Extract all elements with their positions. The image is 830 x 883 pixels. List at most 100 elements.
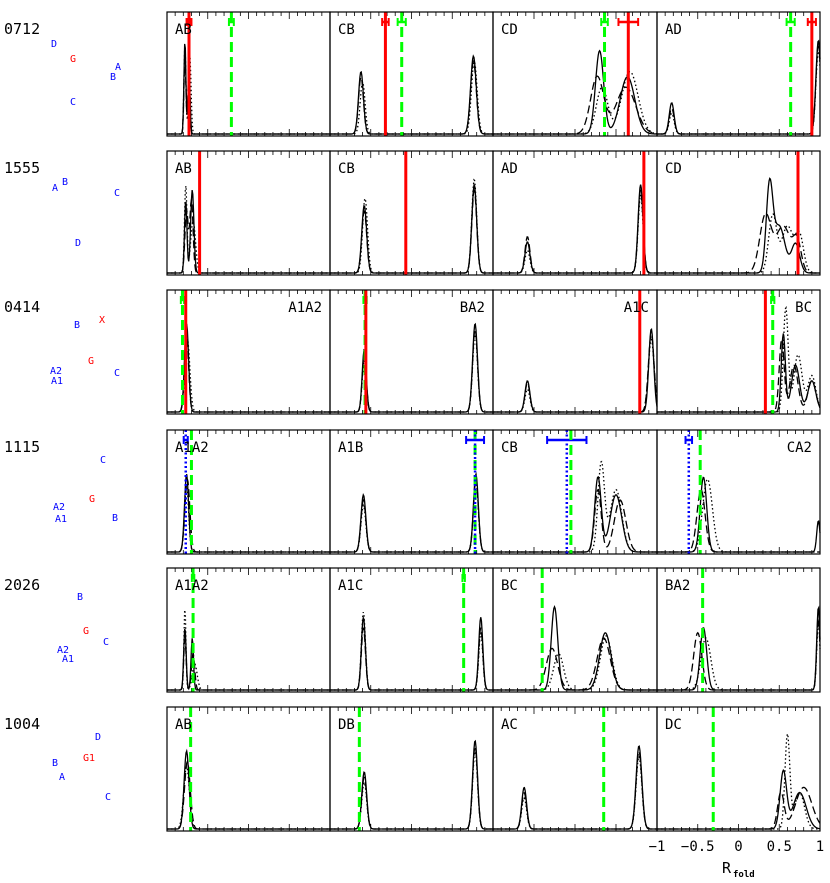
x-axis-label-subscript: fold: [733, 870, 755, 880]
curve-dashed: [167, 479, 330, 553]
curve-solid: [330, 739, 493, 830]
panel-2026-BA2: BA2: [656, 567, 821, 693]
image-label: A2: [53, 502, 65, 513]
curve-dotted: [657, 478, 820, 553]
panel-1555-AD: AD: [492, 150, 658, 276]
curve-dotted: [657, 621, 821, 691]
row-0712: 0712 D G AB C AB CB CD AD: [4, 11, 821, 137]
image-label: C: [103, 637, 109, 648]
image-label: G: [83, 626, 89, 637]
image-label: G: [70, 54, 76, 65]
image-label: A1: [55, 514, 67, 525]
panel-label: A1C: [624, 300, 649, 316]
curve-dashed: [493, 75, 658, 135]
x-tick-label: 1: [816, 839, 824, 855]
panel-label: A1A2: [175, 578, 209, 594]
lens-id-1115: 1115: [4, 438, 40, 456]
curve-dashed: [330, 744, 493, 830]
panel-label: A1C: [338, 578, 363, 594]
curve-solid: [493, 604, 657, 691]
panel-label: BA2: [665, 578, 690, 594]
curve-solid: [657, 768, 821, 830]
panel-frame: [656, 289, 821, 415]
curve-dotted: [330, 60, 493, 135]
image-label: G: [89, 494, 95, 505]
panel-1115-CB: CB: [492, 429, 658, 555]
panel-1115-A1B: A1B: [329, 429, 494, 555]
curve-solid: [657, 177, 820, 274]
panel-2026-A1C: A1C: [329, 567, 494, 693]
curve-solid: [330, 322, 493, 413]
curve-dashed: [330, 188, 493, 274]
panel-frame: [656, 11, 821, 137]
image-label: C: [70, 97, 76, 108]
curve-dotted: [493, 70, 658, 135]
lens-id-2026: 2026: [4, 576, 40, 594]
image-label: B: [77, 592, 83, 603]
curve-dashed: [657, 615, 821, 691]
image-label: B: [112, 513, 118, 524]
image-label: A2: [50, 366, 62, 377]
panel-label: AD: [665, 22, 682, 38]
curve-dotted: [167, 765, 330, 830]
panel-0414-BC: BC: [656, 289, 821, 415]
panel-2026-BC: BC: [492, 567, 658, 693]
panel-1115-A1A2: A1A2: [166, 429, 331, 555]
image-label: A2: [57, 645, 69, 656]
panel-1004-AC: AC: [492, 706, 658, 832]
panel-0712-AD: AD: [656, 11, 821, 137]
curve-dotted: [167, 48, 330, 135]
panel-0712-CD: CD: [492, 11, 658, 137]
image-label: B: [74, 320, 80, 331]
curve-solid: [493, 745, 657, 830]
panel-label: CA2: [787, 440, 812, 456]
curve-solid: [657, 39, 821, 135]
x-axis-label: R: [722, 859, 732, 877]
panel-label: AC: [501, 717, 518, 733]
image-label: G: [88, 356, 94, 367]
curve-dotted: [330, 612, 493, 691]
panel-label: CB: [501, 440, 518, 456]
panel-label: DC: [665, 717, 682, 733]
x-tick-label: −0.5: [681, 839, 715, 855]
image-label: A: [115, 62, 121, 73]
curve-dashed: [493, 333, 658, 413]
curve-dashed: [493, 189, 657, 274]
curve-dotted: [167, 484, 330, 553]
panel-label: AB: [175, 22, 192, 38]
panel-0414-A1C: A1C: [492, 289, 658, 415]
lens-id-0712: 0712: [4, 20, 40, 38]
image-label: C: [114, 188, 120, 199]
image-label: B: [62, 177, 68, 188]
curve-solid: [167, 628, 330, 691]
curve-dotted: [330, 333, 493, 413]
panel-frame: [656, 429, 821, 555]
x-tick-label: 0.5: [767, 839, 792, 855]
curve-dashed: [330, 327, 493, 413]
image-label: A: [59, 772, 65, 783]
curve-solid: [167, 323, 330, 413]
panel-label: CD: [501, 22, 518, 38]
image-label: G1: [83, 753, 95, 764]
x-tick-label: 0: [734, 839, 742, 855]
curve-dotted: [167, 339, 330, 413]
panel-label: AB: [175, 717, 192, 733]
image-label: D: [95, 732, 101, 743]
panel-label: CD: [665, 161, 682, 177]
curve-dotted: [167, 185, 330, 274]
panel-1555-CB: CB: [329, 150, 494, 276]
curve-dotted: [330, 479, 493, 553]
curve-dashed: [167, 58, 330, 135]
image-label: A1: [62, 654, 74, 665]
curve-dotted: [493, 755, 657, 830]
panel-1004-AB: AB: [166, 706, 331, 832]
image-label: D: [51, 39, 57, 50]
image-label: C: [114, 368, 120, 379]
image-label: D: [75, 238, 81, 249]
curve-solid: [657, 605, 821, 691]
curve-dotted: [493, 635, 657, 691]
panel-frame: [656, 706, 821, 832]
